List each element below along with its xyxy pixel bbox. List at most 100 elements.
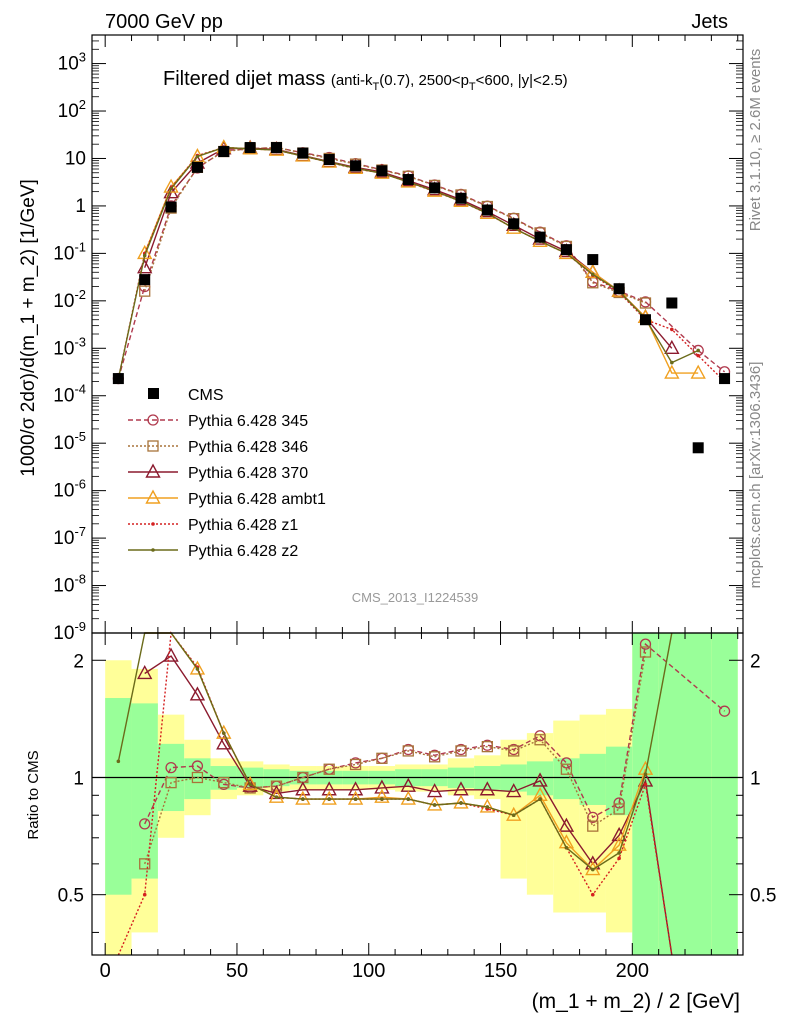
ratio-band-inner (685, 633, 712, 955)
reference-point (244, 142, 256, 154)
ratio-point-1 (639, 646, 652, 658)
series-line-0 (117, 146, 726, 379)
ratio-point-1 (428, 751, 441, 763)
ratio-y-axis-label: Ratio to CMS (25, 750, 42, 839)
ratio-point-2 (321, 781, 337, 796)
ratio-point-5 (327, 797, 332, 801)
reference-point (270, 142, 282, 154)
legend-label-2: Pythia 6.428 370 (188, 465, 308, 482)
ratio-point-2 (347, 781, 364, 796)
ratio-band-outer (526, 733, 554, 895)
ratio-point-3 (242, 775, 258, 791)
ratio-point-3 (453, 794, 469, 809)
ratio-point-2 (163, 647, 179, 662)
reference-point (112, 373, 124, 385)
reference-point (139, 274, 151, 286)
ratio-point-1 (218, 776, 230, 789)
legend-label-3: Pythia 6.428 ambt1 (188, 491, 326, 508)
legend-label-5: Pythia 6.428 z2 (188, 543, 298, 560)
y-tick-label: 10-1 (53, 239, 86, 264)
title-sub: (anti-kT(0.7), 2500<pT<600, |y|<2.5) (331, 72, 568, 93)
ratio-point-5 (353, 797, 358, 801)
ratio-band-outer (553, 720, 580, 913)
ratio-point-5 (248, 782, 252, 787)
y-tick-label: 10-9 (53, 619, 86, 644)
ratio-band-inner (105, 698, 132, 895)
ratio-point-0 (718, 705, 731, 717)
axes: 0 50 100 150 200 10-9 10-8 10-7 10-6 10-5 10-4 10-3… (53, 34, 776, 982)
series-line-4 (117, 146, 726, 382)
ratio-point-2 (189, 686, 206, 701)
ratio-point-2 (374, 779, 390, 794)
ratio-point-4 (590, 892, 595, 897)
chart-title: Filtered dijet mass (anti-kT(0.7), 2500<… (163, 68, 568, 93)
ratio-band-inner (131, 703, 158, 879)
ratio-line-5 (117, 632, 673, 871)
series-point-3 (690, 364, 706, 379)
reference-point (455, 192, 467, 204)
ratio-point-1 (587, 820, 599, 832)
reference-point (402, 174, 414, 186)
legend-marker-5 (151, 548, 155, 552)
reference-point (560, 244, 572, 256)
legend-marker-3 (145, 489, 161, 504)
ratio-point-1 (323, 763, 335, 775)
ratio-point-2 (137, 664, 153, 680)
ratio-point-4 (643, 782, 648, 787)
reference-point (376, 165, 388, 177)
x-tick-label: 0 (100, 960, 111, 982)
ratio-tick-label-right: 0.5 (750, 886, 776, 907)
reference-point (587, 254, 599, 266)
rivet-label: Rivet 3.1.10, ≥ 2.6M events (747, 49, 764, 232)
ratio-point-5 (617, 851, 621, 855)
series-point-5 (670, 360, 674, 365)
ratio-point-1 (455, 745, 467, 757)
ratio-tick-label: 1 (73, 768, 84, 789)
ratio-tick-label-right: 1 (750, 768, 761, 789)
series-point-0 (587, 276, 599, 288)
legend-label-0: Pythia 6.428 345 (188, 413, 308, 430)
ratio-point-2 (242, 777, 258, 792)
series-point-5 (195, 154, 200, 159)
ratio-band-inner (711, 633, 738, 955)
ratio-point-3 (295, 790, 311, 805)
ratio-point-2 (532, 772, 548, 787)
reference-point (191, 161, 203, 173)
y-tick-label: 10-6 (53, 477, 86, 502)
series-point-5 (142, 253, 147, 258)
ratio-point-1 (191, 771, 204, 784)
header-left: 7000 GeV pp (105, 11, 223, 33)
title-main: Filtered dijet mass (163, 68, 331, 90)
reference-point (218, 146, 230, 158)
header-right: Jets (691, 11, 728, 33)
ratio-point-1 (376, 752, 388, 764)
main-plot (112, 139, 731, 454)
ratio-point-0 (639, 638, 652, 650)
series-point-3 (664, 364, 680, 379)
series-point-4 (696, 353, 700, 358)
x-tick-label: 150 (484, 960, 517, 982)
ratio-point-5 (380, 797, 384, 801)
ratio-point-2 (479, 781, 496, 796)
ratio-band-inner (526, 761, 554, 796)
ratio-uncertainty-bands (105, 633, 738, 955)
ratio-point-5 (274, 795, 279, 799)
y-tick-label: 10-3 (53, 334, 86, 359)
y-tick-label: 103 (58, 50, 86, 75)
ratio-band-inner (605, 746, 633, 816)
ratio-point-5 (301, 797, 305, 801)
series-point-1 (639, 297, 652, 309)
series-point-5 (696, 348, 700, 353)
ratio-point-5 (485, 805, 490, 809)
ratio-point-4 (617, 856, 621, 861)
ratio-point-1 (534, 734, 546, 746)
series-point-2 (137, 259, 153, 274)
ratio-frame (91, 632, 744, 956)
legend-label-1: Pythia 6.428 346 (188, 439, 308, 456)
series-point-5 (590, 272, 595, 277)
ratio-point-2 (295, 781, 311, 796)
ratio-line-0 (144, 642, 726, 825)
ratio-point-1 (349, 758, 362, 771)
reference-point (481, 204, 493, 216)
analysis-watermark: CMS_2013_I1224539 (352, 590, 479, 605)
